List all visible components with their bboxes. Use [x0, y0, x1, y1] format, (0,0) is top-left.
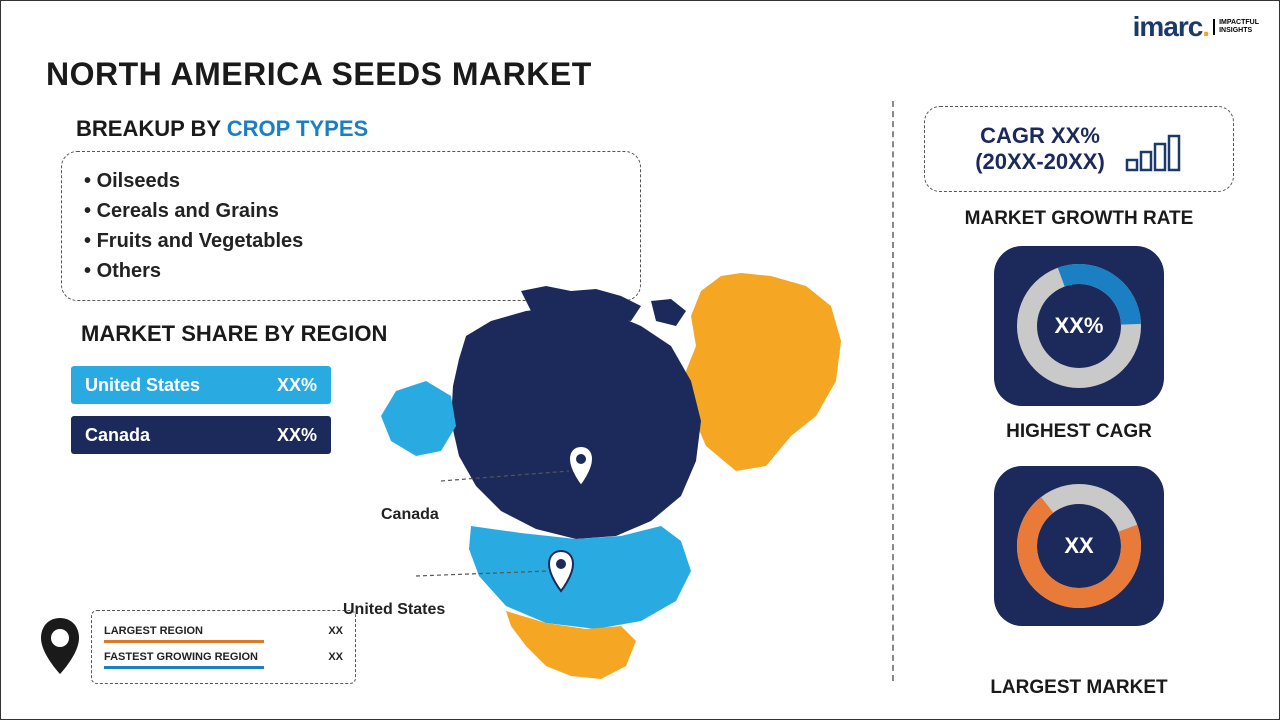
share-heading: MARKET SHARE BY REGION	[81, 321, 387, 347]
page-title: NORTH AMERICA SEEDS MARKET	[46, 56, 592, 93]
donut-center-text: XX%	[1055, 313, 1104, 339]
label-market-growth: MARKET GROWTH RATE	[924, 208, 1234, 230]
region-bar-us: United States XX%	[71, 366, 331, 404]
breakup-heading: BREAKUP BY CROP TYPES	[76, 116, 368, 142]
map-pin-icon	[36, 616, 84, 681]
label-largest-market: LARGEST MARKET	[924, 677, 1234, 699]
legend-line-blue	[104, 666, 264, 669]
region-value: XX%	[277, 375, 317, 396]
legend-row-largest: LARGEST REGION XX	[104, 621, 343, 647]
map-us	[469, 526, 691, 629]
region-name: Canada	[85, 425, 150, 446]
largest-market-tile: XX	[994, 466, 1164, 626]
region-legend: LARGEST REGION XX FASTEST GROWING REGION…	[91, 610, 356, 684]
region-value: XX%	[277, 425, 317, 446]
growth-bars-icon	[1123, 124, 1183, 174]
map-alaska	[381, 381, 456, 456]
logo-tagline: IMPACTFULINSIGHTS	[1213, 19, 1259, 34]
region-name: United States	[85, 375, 200, 396]
crop-item: Cereals and Grains	[84, 196, 618, 226]
map-greenland	[686, 273, 841, 471]
vertical-divider	[892, 101, 894, 681]
legend-line-orange	[104, 640, 264, 643]
cagr-text: CAGR XX%(20XX-20XX)	[975, 123, 1105, 176]
map-label-us: United States	[343, 601, 445, 619]
label-highest-cagr: HIGHEST CAGR	[924, 421, 1234, 443]
logo-text: imarc.	[1133, 11, 1210, 43]
highest-cagr-tile: XX%	[994, 246, 1164, 406]
region-bar-canada: Canada XX%	[71, 416, 331, 454]
brand-logo: imarc. IMPACTFULINSIGHTS	[1133, 11, 1259, 43]
cagr-box: CAGR XX%(20XX-20XX)	[924, 106, 1234, 192]
north-america-map: Canada United States	[371, 271, 851, 691]
crop-item: Fruits and Vegetables	[84, 226, 618, 256]
legend-row-fastest: FASTEST GROWING REGION XX	[104, 647, 343, 673]
map-canada	[451, 306, 701, 539]
crop-item: Oilseeds	[84, 166, 618, 196]
donut-center-text: XX	[1064, 533, 1093, 559]
map-label-canada: Canada	[381, 506, 439, 524]
